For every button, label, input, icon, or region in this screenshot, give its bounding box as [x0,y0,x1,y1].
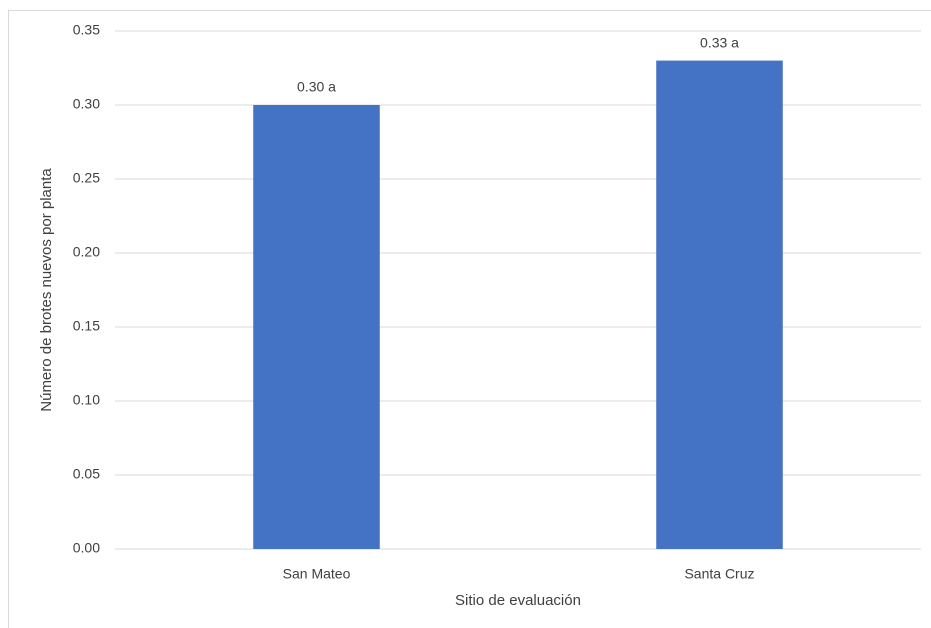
y-axis-title: Número de brotes nuevos por planta [38,168,55,412]
y-tick-label: 0.05 [73,466,100,482]
y-tick-label: 0.25 [73,170,100,186]
y-tick-label: 0.10 [73,392,100,408]
y-tick-label: 0.15 [73,318,100,334]
value-label: 0.30 a [297,79,336,95]
bar [253,105,380,549]
y-tick-label: 0.20 [73,244,100,260]
chart-border [8,10,931,628]
x-tick-label: Santa Cruz [684,566,754,582]
x-axis-title: Sitio de evaluación [455,592,581,609]
y-tick-label: 0.30 [73,96,100,112]
y-tick-label: 0.00 [73,540,100,556]
value-label: 0.33 a [700,34,739,50]
y-tick-label: 0.35 [73,22,100,38]
bar [656,60,783,549]
x-tick-label: San Mateo [283,566,351,582]
